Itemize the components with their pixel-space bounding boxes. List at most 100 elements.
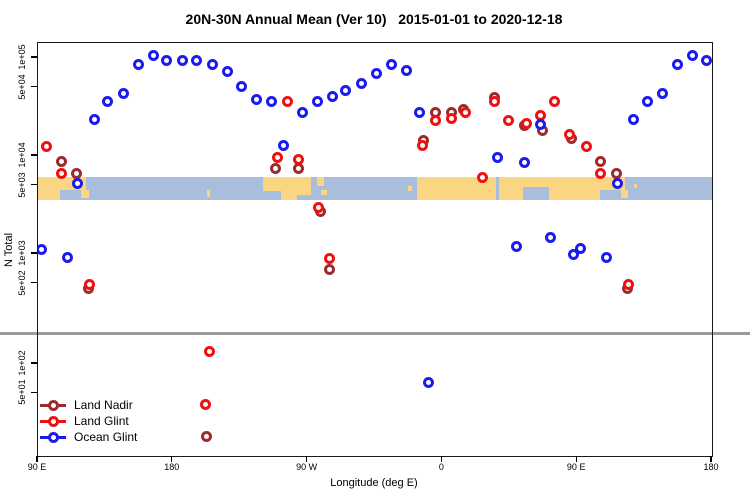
data-point <box>102 95 114 107</box>
x-axis-tick <box>440 456 442 462</box>
y-axis-tick <box>31 281 37 284</box>
y-axis-tick <box>31 391 37 393</box>
data-point <box>72 177 84 189</box>
data-point <box>491 152 503 164</box>
data-point <box>199 399 211 411</box>
data-point <box>117 87 129 99</box>
data-point <box>323 263 335 275</box>
data-point <box>400 65 412 77</box>
map-band-land <box>38 177 61 200</box>
data-point <box>503 115 515 127</box>
legend-label: Land Glint <box>74 414 129 428</box>
data-point <box>413 107 425 119</box>
map-band-land <box>280 177 298 200</box>
y-tick-label: 5e+01 <box>17 379 27 405</box>
y-axis-tick <box>31 56 37 58</box>
data-point <box>567 249 579 261</box>
chart-title: 20N-30N Annual Mean (Ver 10) 2015-01-01 … <box>185 11 563 27</box>
legend-label: Land Nadir <box>74 398 133 412</box>
data-point <box>190 54 202 66</box>
data-point <box>549 96 561 108</box>
map-band-land <box>577 177 600 200</box>
data-point <box>656 87 668 99</box>
y-axis-title: N Total <box>3 232 15 268</box>
data-point <box>535 119 547 131</box>
data-point <box>611 177 623 189</box>
x-tick-label: 90 E <box>27 462 47 472</box>
data-point <box>519 157 531 169</box>
data-point <box>55 156 67 168</box>
data-point <box>323 253 335 265</box>
data-point <box>594 156 606 168</box>
data-point <box>313 202 325 214</box>
x-tick-label: 90 W <box>296 462 318 472</box>
data-point <box>575 243 587 255</box>
land-glint-marker-icon <box>40 415 66 427</box>
data-point <box>594 167 606 179</box>
map-band-land <box>634 183 638 189</box>
data-point <box>282 96 294 108</box>
data-point <box>271 152 283 164</box>
data-point <box>622 278 634 290</box>
y-tick-label: 1e+05 <box>17 44 27 70</box>
data-point <box>370 68 382 80</box>
data-point <box>206 58 218 70</box>
data-point <box>38 244 48 256</box>
legend-item-land-nadir: Land Nadir <box>40 397 137 413</box>
data-point <box>489 96 501 108</box>
data-point <box>201 430 213 442</box>
map-band-land <box>81 189 89 198</box>
data-point <box>477 171 489 183</box>
x-axis-tick <box>710 456 712 462</box>
data-point <box>161 55 173 67</box>
y-tick-label: 5e+02 <box>17 269 27 296</box>
data-point <box>55 167 67 179</box>
data-point <box>326 90 338 102</box>
x-axis-tick <box>306 456 308 462</box>
x-tick-label: 0 <box>438 462 444 472</box>
map-band-land <box>499 177 524 200</box>
x-axis-tick <box>575 456 577 462</box>
data-point <box>580 141 592 153</box>
x-axis-tick <box>171 456 173 462</box>
map-band-land <box>207 189 211 197</box>
map-band-land <box>262 177 281 191</box>
data-point <box>88 114 100 126</box>
y-axis-tick <box>31 85 37 88</box>
map-band-land <box>297 177 311 196</box>
data-point <box>356 78 368 90</box>
data-point <box>600 251 612 263</box>
data-point <box>41 141 53 153</box>
data-point <box>511 241 523 253</box>
data-point <box>292 153 304 165</box>
y-tick-label: 1e+04 <box>17 142 27 168</box>
data-point <box>236 80 248 92</box>
map-band-land <box>407 186 413 191</box>
data-point <box>339 85 351 97</box>
data-point <box>132 58 144 70</box>
data-point <box>203 346 215 358</box>
y-axis-tick <box>31 252 37 254</box>
map-band-land <box>321 189 328 196</box>
data-point <box>311 96 323 108</box>
data-point <box>686 50 698 62</box>
data-point <box>83 278 95 290</box>
data-point <box>671 58 683 70</box>
data-point <box>385 58 397 70</box>
data-point <box>176 54 188 66</box>
legend-item-ocean-glint: Ocean Glint <box>40 429 137 445</box>
data-point <box>250 94 262 106</box>
data-point <box>545 231 557 243</box>
ocean-glint-marker-icon <box>40 431 66 443</box>
data-point <box>270 162 282 174</box>
map-band-land <box>523 177 549 188</box>
legend-item-land-glint: Land Glint <box>40 413 137 429</box>
data-point <box>521 117 533 129</box>
plot-area <box>37 42 713 457</box>
y-axis-tick <box>31 183 37 186</box>
y-axis-tick <box>31 362 37 364</box>
data-point <box>221 66 233 78</box>
y-tick-label: 5e+03 <box>17 171 27 198</box>
data-point <box>292 163 304 175</box>
